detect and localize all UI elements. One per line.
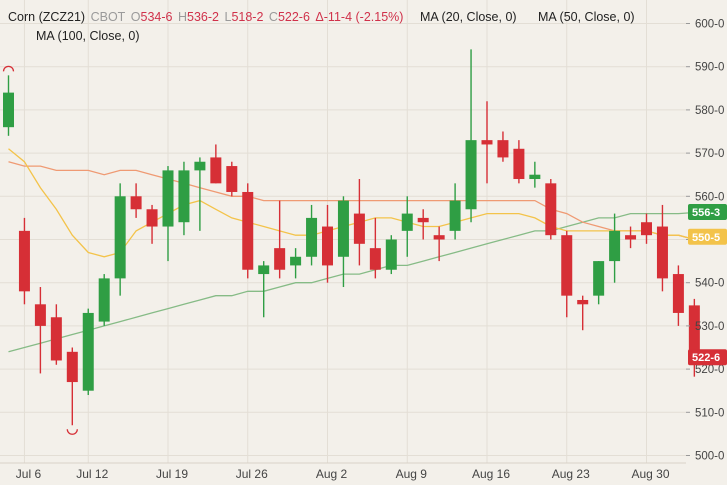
price-marker-bg [688, 228, 727, 245]
y-tick-label: 510-0 [695, 407, 724, 419]
candle-body [369, 248, 381, 270]
candle-body [561, 235, 573, 296]
candle-body [337, 200, 349, 257]
high-marker [2, 65, 15, 72]
x-tick-label: Aug 30 [631, 467, 669, 481]
x-tick-label: Aug 16 [472, 467, 510, 481]
candle-body [226, 166, 238, 192]
candle-body [672, 274, 684, 313]
candle-body [481, 140, 493, 145]
candle-body [529, 174, 541, 180]
candle-body [401, 213, 413, 231]
y-tick-label: 520-0 [695, 364, 724, 376]
y-tick-label: 570-0 [695, 148, 724, 160]
candle-body [50, 317, 62, 361]
y-tick-label: 600-0 [695, 19, 724, 31]
legend-symbol: Corn (ZCZ21) [8, 10, 86, 24]
price-marker-label: 556-3 [692, 207, 720, 219]
candle-body [66, 351, 78, 383]
y-tick-label: 530-0 [695, 321, 724, 333]
candle-body [609, 230, 621, 262]
candle-body [593, 261, 605, 296]
ma100-line [8, 211, 695, 353]
legend-high-value: 536-2 [187, 10, 220, 24]
candle-body [82, 312, 94, 391]
candle-body [385, 239, 397, 270]
legend-row-1: Corn (ZCZ21) CBOT O534-6 H536-2 L518-2 C… [8, 9, 405, 25]
low-marker [66, 429, 78, 435]
candle-body [433, 235, 445, 240]
legend-open-value: 534-6 [140, 10, 173, 24]
x-tick-label: Aug 23 [552, 467, 590, 481]
candle-body [545, 183, 557, 236]
candle-body [3, 92, 14, 128]
candle-body [417, 217, 429, 223]
candle-body [353, 213, 365, 244]
candle-body [274, 248, 286, 270]
candle-body [641, 222, 652, 236]
candle-body [114, 196, 126, 279]
candle-body [18, 230, 30, 292]
candle-body [146, 209, 158, 227]
x-tick-label: Jul 26 [236, 467, 268, 481]
ma20-line [8, 148, 695, 258]
x-tick-label: Jul 19 [156, 467, 188, 481]
candle-body [656, 226, 668, 279]
price-marker-label: 550-5 [692, 232, 720, 244]
y-tick-label: 580-0 [695, 105, 724, 117]
legend-open-label: O [130, 10, 141, 24]
candle-body [513, 148, 525, 180]
candle-body [130, 196, 142, 210]
legend-close-label: C [268, 10, 278, 24]
candle-body [688, 305, 700, 358]
candle-body [322, 226, 333, 266]
candle-body [465, 140, 477, 210]
candle-body [306, 217, 318, 257]
legend-close-value: 522-6 [277, 10, 310, 24]
x-tick-label: Jul 12 [76, 467, 108, 481]
x-tick-label: Aug 2 [316, 467, 348, 481]
candle-body [577, 299, 589, 305]
price-marker-label: 522-6 [692, 352, 720, 364]
y-tick-label: 500-0 [695, 451, 724, 463]
y-tick-label: 590-0 [695, 62, 724, 74]
legend-low-value: 518-2 [231, 10, 264, 24]
y-tick-label: 560-0 [695, 191, 724, 203]
candle-body [210, 157, 222, 184]
y-tick-label: 540-0 [695, 278, 724, 290]
price-marker-bg [688, 203, 727, 220]
candle-body [194, 161, 206, 171]
legend-ma20[interactable]: MA (20, Close, 0) [420, 10, 517, 24]
legend-high-label: H [178, 10, 188, 24]
legend-ma100[interactable]: MA (100, Close, 0) [36, 29, 140, 43]
candle-body [625, 235, 637, 240]
legend-low-label: L [224, 10, 232, 24]
x-tick-label: Aug 9 [396, 467, 428, 481]
candle-body [449, 200, 461, 231]
candle-body [178, 170, 190, 223]
legend-exchange: CBOT [90, 10, 126, 24]
candle-body [98, 278, 110, 322]
candle-body [162, 170, 174, 227]
price-marker-bg [688, 349, 727, 366]
candle-body [290, 256, 302, 266]
candle-body [258, 265, 270, 275]
ma50-line [8, 161, 695, 241]
candle-body [34, 304, 46, 326]
candle-body [497, 140, 509, 158]
legend-ma50[interactable]: MA (50, Close, 0) [538, 10, 635, 24]
legend-change: Δ-11-4 (-2.15%) [315, 10, 404, 24]
x-tick-label: Jul 6 [16, 467, 42, 481]
candle-body [242, 191, 254, 270]
